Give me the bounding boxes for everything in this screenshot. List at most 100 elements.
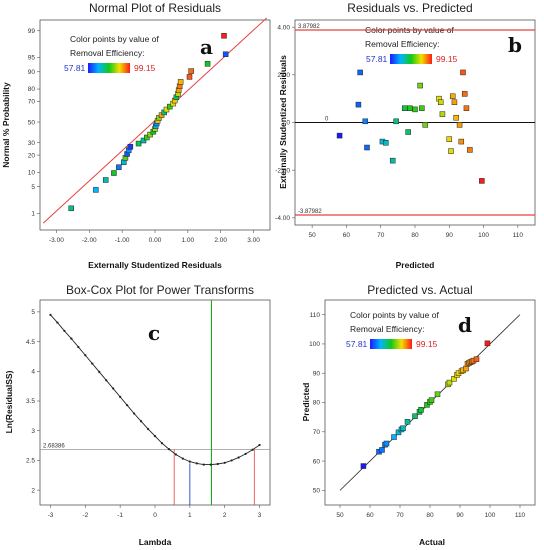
panel-c-curve-point (230, 459, 233, 462)
panel-b-ytick-label: -4.00 (275, 215, 290, 222)
panel-c-xtick-label: 3 (258, 512, 262, 519)
panel-c-curve (49, 313, 261, 466)
panel-d-ytick-label: 80 (313, 400, 321, 407)
panel-c-plot-area (39, 299, 271, 506)
panel-a-point (135, 140, 142, 147)
panel-c-curve-point (188, 460, 191, 463)
panel-b-xtick-label: 110 (513, 232, 524, 239)
panel-c-curve-point (167, 448, 171, 451)
panel-b-point (439, 111, 446, 117)
panel-d-xtick-label: 50 (336, 512, 344, 519)
panel-a-xtick-label: -2.00 (82, 237, 97, 244)
panel-d-point (473, 356, 480, 362)
panel-c-curve-point (56, 321, 59, 324)
panel-c-ytick-label: 5 (31, 309, 35, 316)
panel-c-curve-point (209, 463, 212, 466)
panel-b-xtick-label: 100 (478, 232, 489, 239)
panel-b-point (412, 106, 418, 113)
panel-b-point (407, 105, 413, 111)
panel-c-ytick-label: 4.5 (26, 339, 35, 346)
panel-d-xtick-label: 70 (396, 512, 404, 519)
panel-a-ytick-label: 99 (28, 28, 36, 35)
panel-d-colorbar (370, 339, 412, 349)
panel-b-points (336, 69, 485, 184)
panel-c-curve-point (139, 420, 143, 423)
panel-d-point (400, 425, 406, 432)
panel-c-curve-point (258, 443, 261, 447)
panel-b-xlabel: Predicted (396, 260, 435, 270)
panel-c-curve-point (77, 345, 80, 349)
panel-d-point (428, 397, 435, 403)
panel-c-xlabel: Lambda (139, 537, 172, 547)
panel-b-point (405, 129, 411, 135)
panel-a-letter: a (200, 35, 213, 59)
panel-c-xtick-label: 1 (188, 512, 192, 519)
panel-b-legend-max: 99.15 (436, 54, 458, 64)
panel-b-point (449, 93, 456, 100)
panel-c-lines: 2.68386 (40, 300, 270, 505)
panel-c-curve-point (70, 337, 73, 340)
panel-a-point (93, 187, 99, 193)
panel-c-ytick-label: 3.5 (26, 398, 35, 405)
panel-b-letter: b (508, 33, 522, 57)
panel-d-ytick-label: 60 (313, 458, 321, 465)
panel-a-point (188, 68, 194, 74)
panel-a-point (140, 137, 147, 144)
panel-b-point (364, 144, 370, 151)
panel-d-point (391, 434, 397, 440)
panel-b-xtick-label: 70 (377, 232, 385, 239)
panel-d-ytick-label: 100 (309, 341, 320, 348)
panel-b-ticks: 50 60 70 80 90 100 110 -4.00 -2.00 0 2.00 4.00 (275, 24, 523, 239)
panel-a: Normal Plot of Residuals Color points by… (1, 1, 271, 270)
panel-b-xtick-label: 80 (411, 232, 419, 239)
panel-d-legend: Color points by value of Removal Efficie… (346, 310, 439, 349)
panel-a-point (163, 106, 170, 113)
panel-b-point (417, 82, 423, 89)
panel-b-point (393, 118, 399, 125)
panel-b-point (357, 69, 363, 76)
panel-b-point (448, 148, 454, 154)
panel-d-title: Predicted vs. Actual (367, 283, 472, 297)
panel-d-legend-variable: Removal Efficiency: (350, 324, 424, 334)
panel-a-ytick-label: 20 (28, 152, 36, 159)
panel-d-ytick-label: 110 (310, 312, 321, 319)
panel-a-legend: Color points by value of Removal Efficie… (64, 34, 159, 73)
panel-c-letter: c (148, 321, 160, 345)
panel-a-xtick-label: 2.00 (214, 237, 227, 244)
panel-d-point (404, 419, 411, 425)
panel-c-curve-point (153, 434, 157, 438)
panel-a-colorbar (88, 63, 130, 73)
panel-b-point (479, 178, 485, 184)
panel-b-ytick-label: -2.00 (275, 167, 290, 174)
panel-b-point (456, 122, 463, 128)
panel-c-xtick-label: -2 (82, 512, 88, 519)
panel-a-point (177, 79, 184, 85)
panel-d-xtick-label: 90 (456, 512, 464, 519)
panel-b-ytick-label: 4.00 (277, 24, 290, 31)
panel-a-xtick-label: 0.00 (149, 237, 162, 244)
panel-a-ytick-label: 80 (28, 86, 36, 93)
panel-a-ylabel: Normal % Probability (1, 82, 11, 168)
panel-a-point (127, 144, 134, 150)
panel-c-xtick-label: -1 (117, 512, 123, 519)
panel-b-colorbar (390, 54, 432, 64)
panel-b-point (467, 147, 473, 153)
panel-d-point (412, 413, 418, 420)
panel-d-point (484, 340, 491, 347)
panel-c-title: Box-Cox Plot for Power Transforms (66, 283, 254, 297)
panel-b-point (437, 99, 444, 105)
panel-c-threshold-label: 2.68386 (43, 444, 65, 450)
panel-a-xlabel: Externally Studentized Residuals (88, 260, 222, 270)
panel-c-ytick-label: 2 (31, 487, 35, 494)
panel-b-point (461, 91, 468, 97)
panel-d-point (360, 463, 367, 469)
panel-b-xtick-label: 90 (446, 232, 454, 239)
panel-c-ylabel: Ln(ResidualSS) (4, 370, 14, 433)
panel-b-ylabel: Externally Studentized Residuals (278, 55, 288, 189)
panel-c-curve-point (132, 412, 136, 415)
panel-a-ytick-label: 1 (31, 211, 35, 218)
panel-c-xtick-label: 2 (223, 512, 227, 519)
panel-d-xtick-label: 100 (485, 512, 496, 519)
panel-a-point (221, 33, 227, 39)
